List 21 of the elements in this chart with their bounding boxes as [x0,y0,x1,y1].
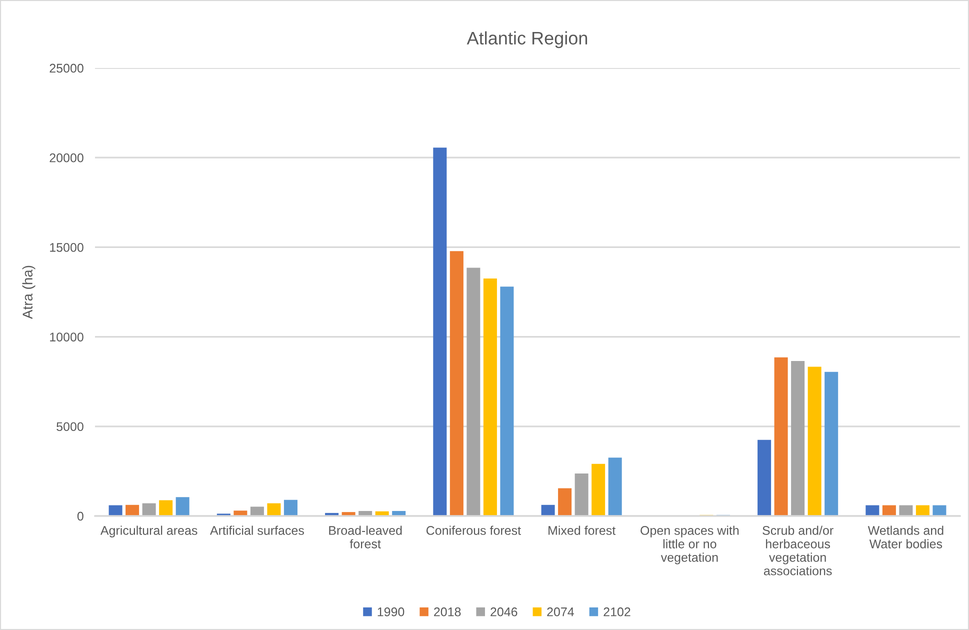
legend-label: 2018 [434,607,461,616]
x-tick-label: Artificial surfaces [210,526,304,535]
legend-label: 2102 [604,607,630,616]
x-tick-label: Mixed forest [548,526,616,535]
legend-label: 2046 [490,607,518,616]
y-tick-label: 10000 [50,332,84,342]
x-tick-label: Agricultural areas [100,526,198,538]
y-tick-label: 20000 [50,153,84,162]
y-tick-label: 25000 [50,64,84,73]
x-tick-label: Coniferous forest [426,526,521,535]
y-tick-label: 5000 [56,422,84,432]
chart-title: Atlantic Region [466,31,588,48]
legend-label: 1990 [378,607,404,616]
y-tick-label: 15000 [50,243,84,252]
legend-label: 2074 [547,607,574,616]
y-axis-title: Atra (ha) [22,266,36,319]
x-tick-label: Broad-leaved forest [329,526,402,548]
x-tick-label: Wetlands and Water bodies [868,526,944,548]
y-tick-label: 0 [77,512,84,521]
x-tick-label: Open spaces with little or no vegetation [640,526,739,564]
x-tick-label: Scrub and/or herbaceous vegetation associations [762,526,834,576]
